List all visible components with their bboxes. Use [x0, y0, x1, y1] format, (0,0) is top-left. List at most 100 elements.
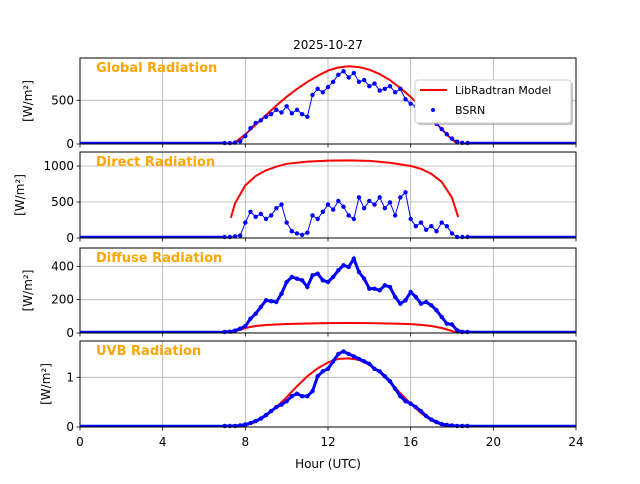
legend-model-label: LibRadtran Model	[455, 84, 551, 97]
x-tick-label: 8	[242, 435, 250, 449]
bsrn-point	[237, 233, 243, 238]
bsrn-point	[243, 133, 248, 139]
bsrn-point	[268, 298, 274, 304]
bsrn-point	[222, 140, 227, 146]
bsrn-point	[294, 107, 300, 112]
bsrn-point	[289, 111, 295, 116]
panel-frame	[79, 57, 577, 145]
bsrn-point	[356, 195, 362, 200]
bsrn-point	[330, 207, 336, 212]
bsrn-point	[279, 291, 284, 296]
bsrn-point	[305, 230, 310, 235]
bsrn-point	[361, 77, 367, 83]
bsrn-point	[403, 298, 408, 303]
x-tick-label: 12	[320, 435, 335, 449]
bsrn-point	[284, 398, 289, 404]
bsrn-point	[444, 132, 450, 137]
panel-title: Direct Radiation	[96, 155, 215, 170]
y-axis-label: [W/m²]	[13, 174, 27, 216]
bsrn-point	[408, 101, 413, 106]
panel-title: Diffuse Radiation	[96, 251, 222, 266]
bsrn-point	[403, 398, 408, 404]
bsrn-point	[289, 393, 295, 399]
bsrn-point	[454, 328, 460, 333]
legend-bsrn-label: BSRN	[455, 104, 485, 117]
bsrn-point	[310, 273, 315, 278]
bsrn-point	[341, 204, 346, 209]
panel-diffuse-radiation: 0 200 400 Diffuse Radiation [W/m²]	[21, 247, 577, 340]
model-line	[234, 357, 453, 428]
bsrn-point	[346, 351, 351, 357]
bsrn-point	[372, 81, 377, 86]
bsrn-point	[408, 216, 413, 222]
bsrn-point	[351, 216, 357, 222]
bsrn-point	[243, 422, 248, 427]
x-tick-label: 0	[76, 435, 84, 449]
bsrn-point	[315, 271, 320, 276]
panel-frame	[79, 340, 577, 428]
y-tick-label: 500	[51, 195, 74, 209]
bsrn-point	[325, 366, 331, 372]
bsrn-point	[330, 359, 336, 364]
bsrn-point	[299, 278, 305, 283]
y-tick-label: 1000	[43, 159, 74, 173]
bsrn-point	[413, 294, 419, 300]
legend-bsrn-swatch	[431, 108, 435, 112]
bsrn-point	[413, 404, 419, 410]
bsrn-point	[439, 126, 444, 132]
bsrn-point	[418, 220, 424, 225]
bsrn-point	[465, 234, 470, 240]
bsrn-point	[398, 86, 403, 92]
bsrn-point	[408, 401, 413, 406]
bsrn-point	[268, 408, 274, 414]
bsrn-point	[439, 421, 444, 427]
bsrn-point	[310, 92, 315, 98]
bsrn-point	[356, 79, 362, 85]
bsrn-point	[449, 231, 455, 236]
bsrn-point	[444, 223, 450, 229]
bsrn-point	[367, 361, 372, 367]
bsrn-point	[356, 356, 362, 362]
bsrn-point	[305, 284, 310, 290]
bsrn-point	[330, 274, 336, 280]
y-axis-label: [W/m²]	[39, 363, 53, 405]
bsrn-point	[439, 220, 444, 225]
bsrn-trace	[224, 255, 468, 334]
bsrn-trace	[224, 349, 468, 428]
bsrn-point	[434, 308, 439, 313]
bsrn-point	[305, 114, 310, 119]
bsrn-point	[315, 216, 320, 222]
bsrn-point	[392, 213, 398, 218]
bsrn-point	[413, 223, 419, 229]
bsrn-point	[336, 198, 341, 204]
bsrn-point	[387, 200, 393, 205]
bsrn-point	[279, 402, 284, 407]
bsrn-point	[336, 72, 341, 78]
y-tick-label: 500	[51, 93, 74, 107]
bsrn-point	[429, 303, 434, 308]
y-tick-label: 0	[66, 326, 74, 340]
bsrn-point	[299, 393, 305, 399]
bsrn-point	[227, 140, 233, 146]
bsrn-point	[444, 321, 450, 326]
bsrn-point	[408, 289, 413, 295]
bsrn-point	[268, 111, 274, 117]
bsrn-point	[449, 136, 455, 141]
bsrn-point	[361, 205, 367, 211]
bsrn-point	[444, 422, 450, 428]
bsrn-point	[279, 110, 284, 115]
bsrn-point	[439, 314, 444, 320]
y-axis-label: [W/m²]	[21, 270, 35, 312]
bsrn-point	[263, 114, 269, 119]
bsrn-point	[372, 286, 377, 291]
bsrn-point	[377, 88, 382, 93]
bsrn-point	[418, 408, 424, 414]
bsrn-point	[237, 139, 243, 144]
bsrn-point	[382, 86, 388, 92]
bsrn-point	[310, 213, 315, 218]
bsrn-point	[315, 374, 320, 379]
bsrn-point	[341, 69, 346, 74]
bsrn-point	[320, 278, 326, 283]
bsrn-point	[258, 304, 264, 310]
